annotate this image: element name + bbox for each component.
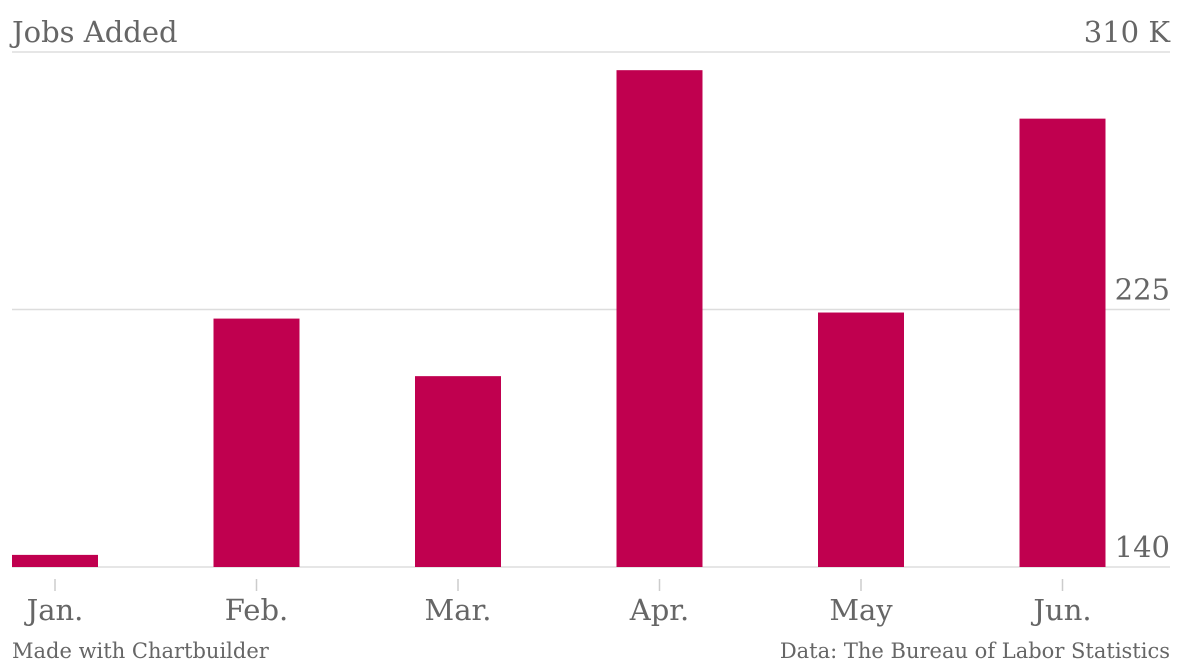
x-tick-label: Jun.	[1030, 593, 1091, 627]
bar	[415, 376, 501, 567]
source: Data: The Bureau of Labor Statistics	[780, 639, 1170, 663]
credit: Made with Chartbuilder	[12, 639, 270, 663]
bar	[213, 318, 300, 567]
bar	[12, 554, 98, 567]
x-tick-label: Feb.	[225, 593, 288, 627]
x-tick-label: Mar.	[425, 593, 492, 627]
y-tick-label: 310 K	[1084, 15, 1172, 49]
x-tick-label: May	[829, 593, 893, 627]
chart-title: Jobs Added	[9, 15, 178, 49]
x-tick-label: Jan.	[24, 593, 84, 627]
x-tick-label: Apr.	[629, 593, 689, 627]
bar	[1019, 118, 1106, 567]
y-tick-label: 140	[1115, 530, 1170, 564]
y-tick-label: 225	[1115, 273, 1170, 307]
bar	[616, 70, 703, 568]
bars	[12, 70, 1106, 568]
bar	[818, 312, 904, 567]
